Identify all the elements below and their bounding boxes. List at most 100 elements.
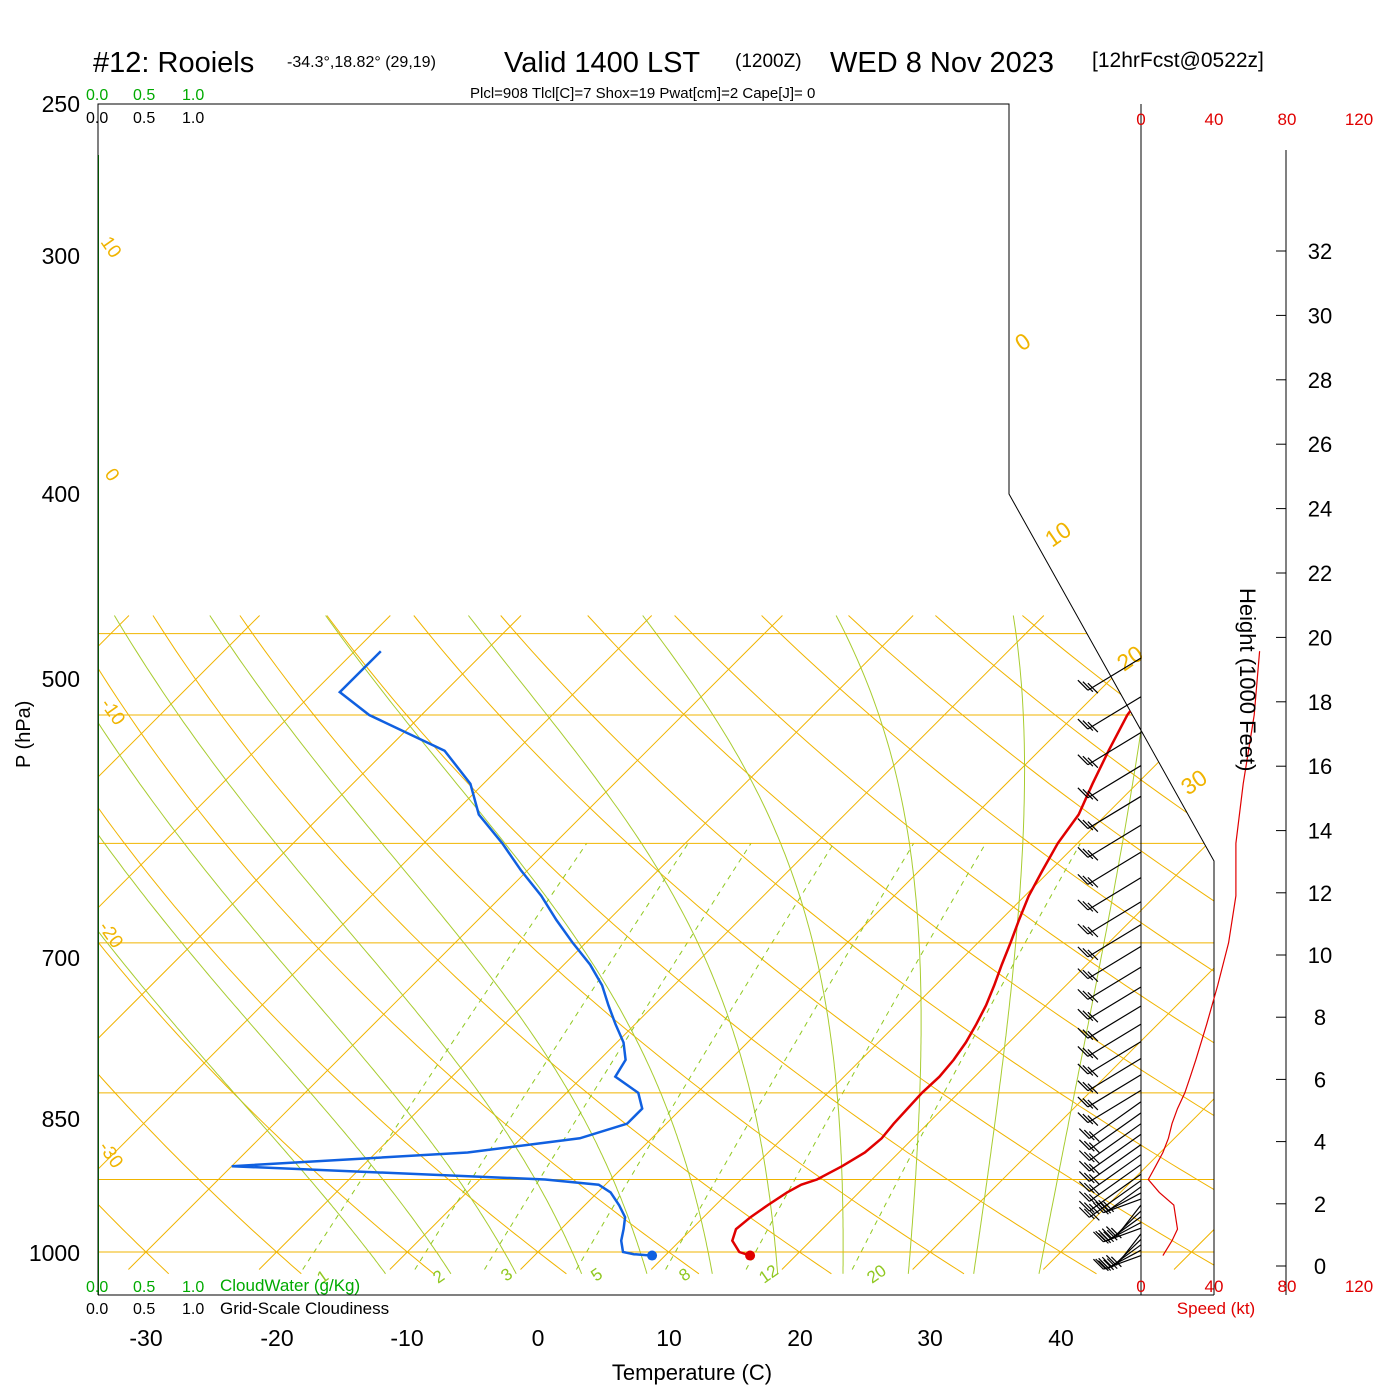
wind-barb-flag (1077, 946, 1089, 958)
moist-adiabat (98, 615, 517, 1275)
wind-barb-flag (1077, 899, 1089, 911)
height-tick-label: 18 (1308, 690, 1332, 715)
wind-barb-flag (1082, 1081, 1094, 1093)
wind-barb-flag (1077, 1112, 1089, 1124)
wind-barb-flag (1083, 1129, 1095, 1141)
mixing-ratio-line (665, 843, 915, 1270)
wind-barb-flag (1106, 1258, 1118, 1270)
mixing-ratio-line (302, 843, 588, 1270)
valid-time: Valid 1400 LST (504, 47, 700, 79)
wind-barb-flag (1082, 947, 1094, 959)
isotherm (98, 615, 391, 1270)
isotherm-label: 0 (100, 465, 123, 486)
height-tick-label: 16 (1308, 754, 1332, 779)
temperature-tick-label: 10 (656, 1325, 682, 1351)
wind-barb-flag (1087, 902, 1099, 914)
wind-barb-flag (1087, 821, 1099, 832)
surface-dewpoint-marker (647, 1250, 658, 1261)
height-tick-label: 8 (1314, 1005, 1326, 1030)
wind-barb-flag (1095, 1230, 1107, 1242)
speed-scale-bottom: 120 (1345, 1277, 1373, 1296)
wind-barb (1087, 824, 1142, 858)
temperature-tick-label: 20 (787, 1325, 813, 1351)
dry-adiabat (239, 615, 965, 1275)
dry-adiabat (98, 615, 435, 1275)
isotherm (1042, 615, 1214, 1270)
height-tick-label: 32 (1308, 239, 1332, 264)
dry-adiabat (500, 615, 1214, 1275)
temperature-tick-label: 30 (917, 1325, 943, 1351)
cloudiness-scale-top: 1.0 (182, 110, 204, 127)
plot-frame (97, 103, 1215, 1296)
wind-barb (1108, 1244, 1142, 1269)
wind-barb (1115, 1204, 1142, 1237)
dry-adiabat (98, 615, 700, 1275)
dry-adiabat (1195, 615, 1214, 1275)
wind-barb-flag (1092, 1202, 1104, 1214)
wind-barb (1087, 966, 1142, 1000)
wind-barb-flag (1077, 1063, 1089, 1075)
speed-scale-top: 80 (1278, 110, 1297, 129)
speed-scale-top: 120 (1345, 110, 1373, 129)
moist-adiabat (642, 615, 844, 1274)
speed-axis-label: Speed (kt) (1177, 1299, 1255, 1318)
dry-adiabat (413, 615, 1214, 1275)
wind-barb-flag (1088, 1163, 1100, 1175)
wind-barb-flag (1087, 971, 1099, 983)
wind-barb (1088, 1164, 1142, 1202)
wind-barb (1088, 1180, 1142, 1218)
wind-barb-flag (1092, 1258, 1104, 1270)
wind-barb (1088, 1173, 1142, 1212)
wind-barb (1088, 1154, 1142, 1192)
mixing-ratio-line (851, 843, 1081, 1270)
wind-barb (1087, 1005, 1142, 1039)
wind-barb-flag (1078, 1181, 1090, 1192)
mixing-ratio-line (414, 843, 689, 1270)
wind-barb-flag (1105, 1226, 1117, 1237)
wind-barb-flag (1087, 991, 1099, 1003)
wind-barb-flag (1082, 925, 1094, 936)
cloudiness-scale-bottom: 1.0 (182, 1301, 204, 1318)
height-tick-label: 22 (1308, 561, 1332, 586)
wind-barb-flag (1087, 721, 1099, 733)
dry-adiabat (587, 615, 1214, 1275)
wind-barb-flag (1100, 1202, 1112, 1214)
wind-barb (1115, 1233, 1142, 1266)
wind-barb-flag (1078, 1128, 1090, 1139)
dry-adiabat (152, 615, 832, 1275)
wind-barb-flag (1077, 1045, 1089, 1057)
wind-barb-flag (1083, 1162, 1095, 1174)
wind-barb-flag (1078, 1190, 1090, 1202)
station-coords: -34.3°,18.82° (29,19) (287, 54, 436, 71)
wind-barb-flag (1082, 1064, 1094, 1076)
wind-barb-flag (1082, 900, 1094, 912)
wind-barb (1087, 945, 1142, 980)
dry-adiabat (1370, 616, 1400, 1274)
dry-adiabat (674, 615, 1214, 1275)
pressure-tick-label: 1000 (29, 1240, 80, 1266)
isotherm-label: 0 (1010, 327, 1035, 356)
height-tick-label: 26 (1308, 432, 1332, 457)
moist-adiabat (835, 615, 922, 1274)
temperature-tick-label: 40 (1048, 1325, 1074, 1351)
wind-barb (1087, 851, 1142, 885)
cloudwater-label: CloudWater (g/Kg) (220, 1276, 360, 1295)
moist-adiabat (113, 615, 583, 1274)
dry-adiabat-lines (98, 615, 1400, 1275)
valid-date: WED 8 Nov 2023 (830, 47, 1054, 79)
height-tick-label: 12 (1308, 881, 1332, 906)
cloudiness-scale-bottom: 0.5 (133, 1301, 155, 1318)
wind-barb-flag (1083, 1208, 1095, 1220)
y-axis-title: P (hPa) (13, 701, 35, 768)
wind-barb-flag (1082, 969, 1094, 981)
wind-barb-flag (1088, 1131, 1100, 1142)
cloudiness-scale-top: 0.5 (133, 110, 155, 127)
wind-barb-flag (1082, 848, 1094, 860)
temperature-tick-label: -30 (129, 1325, 162, 1351)
wind-barb (1088, 1144, 1142, 1182)
dry-adiabat (326, 615, 1097, 1275)
height-tick-label: 6 (1314, 1067, 1326, 1092)
wind-barb-flag (1078, 1170, 1090, 1182)
moist-adiabat (973, 615, 1026, 1274)
